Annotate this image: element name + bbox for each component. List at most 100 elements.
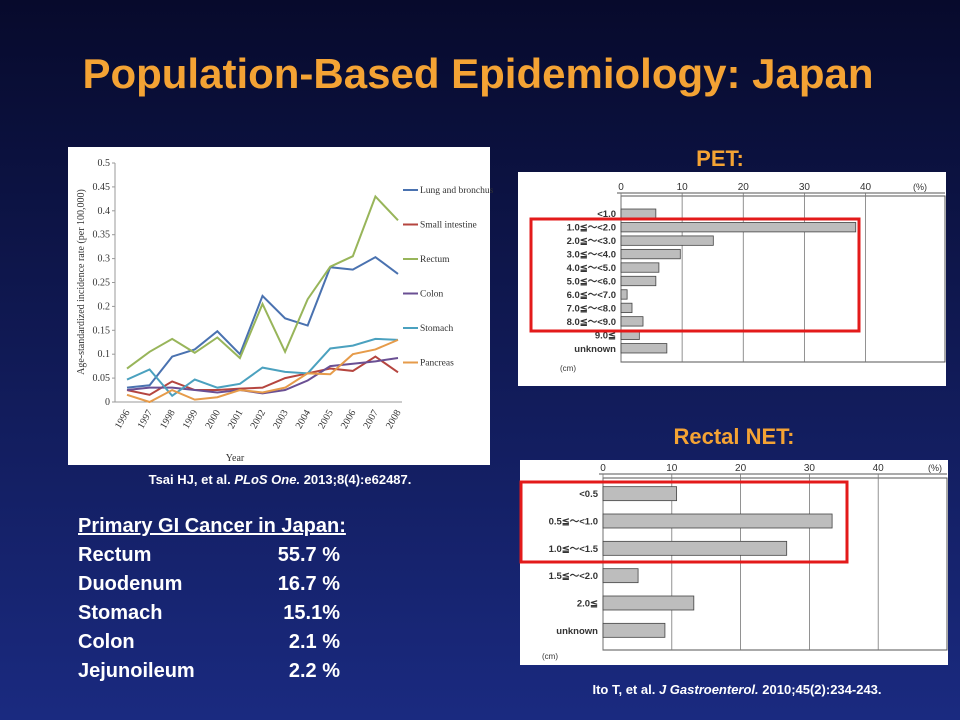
bar (620, 235, 714, 246)
line-series (126, 337, 399, 398)
citation: Tsai HJ, et al. PLoS One. 2013;8(4):e624… (149, 472, 412, 487)
table-cell: Colon (78, 631, 135, 653)
legend-label: Pancreas (420, 359, 454, 369)
line-series (126, 194, 399, 370)
legend-label: Stomach (420, 324, 453, 334)
table: Rectum 55.7 % Duodenum 16.7 % Stomach 15.1% Co… (78, 544, 340, 682)
y-tick-label: <1.0 (597, 209, 616, 220)
bar (620, 343, 668, 354)
unit-label: (%) (913, 182, 927, 192)
bar (620, 262, 660, 273)
cite-part: PLoS One. (234, 472, 300, 487)
y-tick-label: 0.3 (98, 254, 111, 265)
y-tick-label: 4.0≦～<5.0 (567, 263, 616, 274)
pet-heading: PET: (696, 146, 744, 171)
cite-part: Tsai HJ, et al. (149, 472, 235, 487)
table-cell: 55.7 % (278, 544, 340, 566)
y-tick-label: 0 (105, 397, 110, 408)
bar (620, 289, 628, 300)
x-axis-label: Year (226, 453, 245, 464)
y-tick-label: 2.0≦～<3.0 (567, 236, 616, 247)
table-cell: 2.1 % (289, 631, 340, 653)
charts: 00.050.10.150.20.250.30.350.40.450.51996… (76, 158, 948, 661)
line-panel (68, 147, 490, 465)
y-tick-label: 0.4 (98, 206, 111, 217)
y-tick-label: 3.0≦～<4.0 (567, 250, 616, 261)
unit-label: (%) (928, 463, 942, 473)
table-cell: Rectum (78, 544, 151, 566)
cite-part: 2013;8(4):e62487. (300, 472, 411, 487)
cite-part: 2010;45(2):234-243. (759, 682, 882, 697)
y-tick-label: 0.05 (93, 373, 111, 384)
y-axis-label: Age-standardized incidence rate (per 100… (76, 189, 87, 375)
y-tick-label: 0.5≦～<1.0 (549, 517, 598, 528)
y-tick-label: 0.35 (93, 230, 111, 241)
legend-label: Small intestine (420, 221, 477, 231)
cite-part: Ito T, et al. (592, 682, 658, 697)
bar (620, 302, 633, 314)
table-cell: Duodenum (78, 573, 182, 595)
pet-panel (518, 172, 946, 386)
x-tick-label: 30 (799, 182, 811, 193)
category-unit: (cm) (542, 652, 558, 661)
citation: Ito T, et al. J Gastroenterol. 2010;45(2… (592, 682, 881, 697)
y-tick-label: 9.0≦ (595, 330, 616, 341)
y-tick-label: 1.0≦～<1.5 (549, 544, 599, 555)
x-tick-label: 10 (677, 182, 689, 193)
y-tick-label: 0.45 (93, 182, 111, 193)
bar (602, 540, 788, 556)
table-cell: Stomach (78, 602, 162, 624)
bar (620, 248, 681, 260)
table-cell: 2.2 % (289, 660, 340, 682)
table-title: Primary GI Cancer in Japan: (78, 515, 346, 537)
bar (620, 208, 657, 219)
y-tick-label: 0.5 (98, 158, 111, 169)
cite-part: J Gastroenterol. (659, 682, 759, 697)
legend-label: Rectum (420, 255, 450, 265)
bar (602, 595, 695, 611)
line-series (126, 338, 399, 404)
y-tick-label: 5.0≦～<6.0 (567, 277, 616, 288)
bar (620, 316, 644, 327)
x-tick-label: 20 (738, 182, 750, 193)
y-tick-label: 8.0≦～<9.0 (567, 317, 616, 328)
bar (602, 486, 678, 502)
bar (602, 568, 639, 584)
y-tick-label: unknown (556, 626, 598, 637)
x-tick-label: 40 (860, 182, 872, 193)
y-tick-label: unknown (574, 344, 616, 355)
bar (620, 275, 657, 287)
x-tick-label: 30 (804, 463, 816, 474)
highlight-box (519, 480, 849, 564)
x-tick-label: 0 (600, 463, 606, 474)
y-tick-label: 1.0≦～<2.0 (567, 223, 616, 234)
net-heading: Rectal NET: (673, 424, 794, 449)
highlight-box (529, 217, 861, 333)
y-tick-label: 6.0≦～<7.0 (567, 290, 616, 301)
slide-title: Population-Based Epidemiology: Japan (82, 50, 873, 97)
y-tick-label: 0.2 (98, 301, 111, 312)
category-unit: (cm) (560, 364, 576, 373)
y-tick-label: 0.1 (98, 349, 111, 360)
bar (602, 513, 833, 529)
y-tick-label: 1.5≦～<2.0 (549, 571, 598, 582)
x-tick-label: 20 (735, 463, 747, 474)
bar (602, 622, 666, 638)
y-tick-label: 7.0≦～<8.0 (567, 303, 616, 314)
bar (620, 222, 857, 233)
y-tick-label: <0.5 (579, 489, 598, 500)
table-cell: Jejunoileum (78, 660, 195, 682)
x-tick-label: 0 (618, 182, 624, 193)
x-tick-label: 10 (666, 463, 678, 474)
y-tick-label: 0.15 (93, 325, 111, 336)
y-tick-label: 2.0≦ (577, 599, 598, 610)
line-series (126, 355, 399, 396)
y-tick-label: 0.25 (93, 278, 111, 289)
x-tick-label: 40 (873, 463, 885, 474)
legend-label: Lung and bronchus (420, 186, 494, 196)
line-series (126, 255, 399, 389)
legend-label: Colon (420, 290, 443, 300)
table-cell: 16.7 % (278, 573, 340, 595)
table-cell: 15.1% (283, 602, 340, 624)
